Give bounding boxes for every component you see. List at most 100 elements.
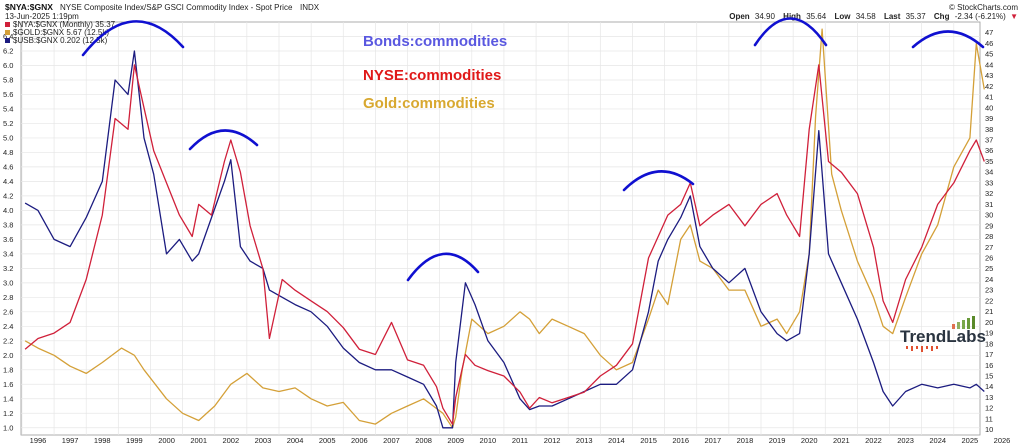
left-tick-label: 2.6: [3, 307, 13, 316]
right-tick-label: 39: [985, 114, 993, 123]
right-tick-label: 15: [985, 372, 993, 381]
low-value: 34.58: [856, 12, 877, 21]
chg-arrow-icon: ▼: [1010, 12, 1018, 21]
right-tick-label: 43: [985, 71, 993, 80]
right-tick-label: 30: [985, 211, 993, 220]
x-tick-label: 1998: [94, 436, 111, 445]
x-tick-label: 2007: [383, 436, 400, 445]
right-tick-label: 47: [985, 28, 993, 37]
legend-swatch-gold: [5, 30, 10, 35]
right-tick-label: 29: [985, 221, 993, 230]
right-tick-label: 34: [985, 168, 993, 177]
x-tick-label: 2019: [769, 436, 786, 445]
right-tick-label: 19: [985, 329, 993, 338]
x-tick-label: 2025: [962, 436, 979, 445]
annotation-gold: Gold:commodities: [363, 95, 495, 112]
left-tick-label: 5.8: [3, 75, 13, 84]
right-tick-label: 45: [985, 50, 993, 59]
legend-label-gold: $GOLD:$GNX 5.67 (12.5k): [13, 28, 109, 37]
x-tick-label: 2005: [319, 436, 336, 445]
legend-entry-nya: $NYA:$GNX (Monthly) 35.37: [5, 20, 116, 29]
right-tick-label: 46: [985, 39, 993, 48]
legend-entry-gold: $GOLD:$GNX 5.67 (12.5k): [5, 28, 109, 37]
annotation-nyse: NYSE:commodities: [363, 67, 501, 84]
left-tick-label: 1.0: [3, 423, 13, 432]
right-tick-label: 17: [985, 350, 993, 359]
right-tick-label: 10: [985, 425, 993, 434]
right-tick-label: 31: [985, 200, 993, 209]
legend-label-usb: $USB:$GNX 0.202 (12.5k): [13, 36, 108, 45]
peak-arc-2002: [188, 129, 259, 151]
peak-arc-1999: [81, 20, 185, 57]
x-tick-label: 2013: [576, 436, 593, 445]
trendlabs-logo: TrendLabs: [900, 316, 986, 352]
x-tick-label: 2016: [672, 436, 689, 445]
x-tick-label: 2022: [865, 436, 882, 445]
right-tick-label: 12: [985, 404, 993, 413]
x-tick-label: 1999: [126, 436, 143, 445]
right-tick-label: 18: [985, 339, 993, 348]
peak-arc-2016: [622, 170, 695, 192]
chg-label: Chg: [934, 12, 950, 21]
left-tick-label: 5.6: [3, 90, 13, 99]
chg-value: -2.34 (-6.21%): [955, 12, 1006, 21]
left-tick-label: 6.0: [3, 61, 13, 70]
left-tick-label: 2.8: [3, 293, 13, 302]
ohlc-readout: Open 34.90 High 35.64 Low 34.58 Last 35.…: [729, 12, 1018, 21]
right-tick-label: 22: [985, 296, 993, 305]
open-value: 34.90: [755, 12, 776, 21]
left-tick-label: 4.4: [3, 177, 13, 186]
right-tick-label: 16: [985, 361, 993, 370]
right-tick-label: 11: [985, 414, 993, 423]
right-tick-label: 25: [985, 264, 993, 273]
left-tick-label: 2.2: [3, 336, 13, 345]
low-label: Low: [834, 12, 851, 21]
right-axis: 1011121314151617181920212223242526272829…: [985, 28, 993, 434]
x-tick-label: 2018: [737, 436, 754, 445]
right-tick-label: 42: [985, 82, 993, 91]
left-tick-label: 3.4: [3, 249, 13, 258]
left-tick-label: 5.0: [3, 133, 13, 142]
x-tick-label: 2014: [608, 436, 625, 445]
x-tick-label: 2011: [512, 436, 528, 445]
right-tick-label: 33: [985, 178, 993, 187]
left-tick-label: 4.6: [3, 162, 13, 171]
x-tick-label: 2006: [351, 436, 368, 445]
x-tick-label: 2012: [544, 436, 561, 445]
peak-arc-2020: [753, 17, 828, 47]
right-tick-label: 37: [985, 136, 993, 145]
left-tick-label: 2.4: [3, 322, 13, 331]
chart-header: $NYA:$GNX NYSE Composite Index/S&P GSCI …: [5, 2, 1018, 21]
right-tick-label: 23: [985, 286, 993, 295]
right-tick-label: 14: [985, 382, 993, 391]
right-tick-label: 38: [985, 125, 993, 134]
last-value: 35.37: [906, 12, 927, 21]
left-tick-label: 1.8: [3, 365, 13, 374]
left-tick-label: 3.8: [3, 220, 13, 229]
x-tick-label: 2023: [897, 436, 914, 445]
right-tick-label: 41: [985, 93, 993, 102]
x-tick-label: 2020: [801, 436, 818, 445]
peak-arc-2025: [911, 30, 985, 49]
series-lines: [24, 28, 985, 429]
right-tick-label: 13: [985, 393, 993, 402]
left-tick-label: 3.6: [3, 235, 13, 244]
left-tick-label: 1.4: [3, 394, 13, 403]
plot-area: [20, 21, 981, 436]
legend-label-nya: $NYA:$GNX (Monthly) 35.37: [13, 20, 116, 29]
x-tick-label: 2000: [158, 436, 175, 445]
left-axis: 1.0 1.2 1.4 1.6 1.8 2.0 2.2 2.4 2.6 2.8 3.0 3.2 3.4 3…: [3, 32, 13, 432]
x-tick-label: 2004: [287, 436, 304, 445]
chart-date: 13-Jun-2025 1:19pm: [5, 12, 79, 21]
left-tick-label: 2.0: [3, 351, 13, 360]
logo-text: TrendLabs: [900, 327, 986, 346]
x-tick-label: 1996: [30, 436, 47, 445]
x-tick-label: 1997: [62, 436, 79, 445]
right-tick-label: 20: [985, 318, 993, 327]
left-tick-label: 4.0: [3, 206, 13, 215]
x-axis: 1996 1997 1998 1999 2000 2001 2002 2003 2004 2005…: [30, 436, 1011, 445]
right-tick-label: 36: [985, 146, 993, 155]
high-value: 35.64: [806, 12, 827, 21]
series-line-goldgnx: [24, 28, 985, 429]
